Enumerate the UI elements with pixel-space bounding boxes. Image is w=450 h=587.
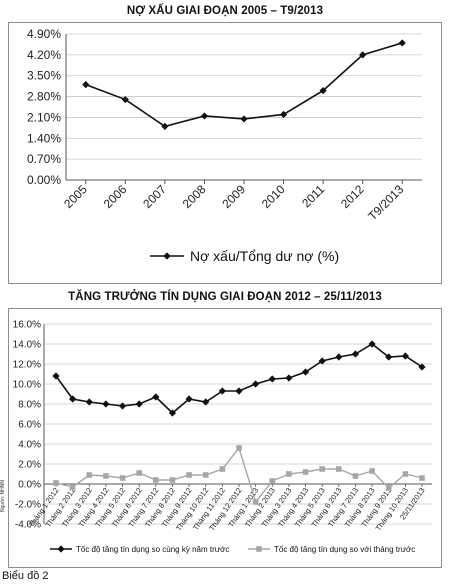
chart2-series-2-point (136, 470, 142, 476)
chart1-data-point (319, 87, 327, 95)
chart1-data-point (359, 51, 367, 59)
chart2-y-tick-label: 2.0% (18, 460, 41, 471)
chart2-series-1-point (218, 387, 226, 395)
figure-caption: Biểu đồ 2 (2, 570, 49, 582)
chart2-legend-label-2: Tốc độ tăng tín dụng so với tháng trước (274, 545, 415, 554)
chart1-data-point (200, 112, 209, 120)
chart2-y-tick-label: 0.0% (18, 480, 41, 491)
chart2-series-1-point (52, 372, 60, 380)
chart2-series-1-point (301, 368, 310, 376)
chart2-series-1-point (318, 357, 326, 365)
chart2-series-1-point (85, 398, 93, 406)
chart1-y-tick-label: 1.40% (27, 131, 61, 145)
chart2-series-1-point (268, 375, 276, 383)
chart2-legend-label-1: Tốc độ tăng tín dụng so cùng kỳ năm trướ… (76, 545, 229, 554)
chart1-data-point (161, 122, 169, 130)
chart2-series-1-point (118, 402, 127, 410)
chart2-series-2-point (202, 472, 209, 478)
chart2-series-2-point (286, 471, 292, 477)
chart2-series-2-point (69, 484, 76, 490)
chart2-series-2-point (103, 473, 109, 479)
chart2-series-2-point (302, 469, 309, 475)
chart2-y-tick-label: -2.0% (15, 500, 41, 511)
chart2-series-1-point (418, 363, 426, 371)
chart1-data-point (121, 95, 129, 104)
chart1-y-tick-label: 4.90% (27, 27, 61, 41)
chart2-series-1-point (185, 395, 193, 403)
chart2-y-tick-label: 8.0% (18, 400, 41, 411)
chart2-series-2-point (419, 475, 425, 481)
chart2-panel (8, 308, 442, 568)
chart1-panel (8, 22, 442, 284)
chart1-data-point (82, 81, 90, 89)
chart2-series-2-point (252, 499, 259, 505)
chart2-series-1-point (69, 395, 77, 403)
chart1-data-point (279, 110, 288, 119)
chart1-y-tick-label: 2.80% (27, 90, 61, 104)
chart2-series-2-point (385, 485, 392, 491)
chart2-series-2-point (219, 466, 226, 472)
chart2-y-tick-label: 12.0% (13, 360, 41, 371)
chart2-series-2-point (402, 471, 409, 477)
chart2-series-1-point (102, 400, 110, 408)
chart2-series-1-point (351, 350, 360, 358)
chart2-series-1-point (401, 352, 409, 360)
chart2-series-1-point (168, 409, 177, 417)
chart1-y-tick-label: 2.10% (27, 110, 61, 124)
chart2-y-tick-label: 6.0% (18, 420, 41, 431)
chart2-series-1-point (335, 353, 343, 361)
chart1-y-tick-label: 3.50% (27, 69, 61, 83)
chart2-series-2-point (369, 468, 375, 474)
chart1-data-point (398, 39, 406, 47)
chart2-series-2-point (352, 473, 359, 479)
chart2-series-1-point (235, 387, 243, 395)
chart2-series-2-point (319, 466, 325, 472)
chart2-series-1-point (368, 340, 376, 348)
chart1-legend-marker (163, 252, 171, 260)
chart1-title: NỢ XẤU GIAI ĐOẠN 2005 – T9/2013 (126, 5, 324, 17)
chart2-series-2-point (153, 477, 159, 483)
chart2-series-2-point (53, 480, 59, 486)
source-note: Nguồn: NHNN (0, 480, 6, 512)
chart2-y-tick-label: 10.0% (13, 380, 41, 391)
chart2-series-2-point (236, 445, 242, 451)
chart2-legend-marker-1 (57, 545, 65, 553)
chart2-y-tick-label: 14.0% (13, 340, 41, 351)
chart2-y-tick-label: 16.0% (13, 320, 41, 331)
chart2-series-1-point (152, 393, 160, 401)
chart2-series-2-point (186, 472, 192, 478)
chart2-series-2-point (169, 477, 176, 483)
chart2-series-1-point (285, 374, 293, 382)
chart1-y-tick-label: 0.00% (27, 173, 61, 187)
chart1-y-tick-label: 0.70% (27, 152, 61, 166)
chart2-series-2-point (336, 466, 342, 472)
chart2-y-tick-label: 4.0% (18, 440, 41, 451)
chart1-legend-label: Nợ xấu/Tổng dư nợ (%) (190, 248, 339, 264)
chart2-series-2-point (119, 475, 126, 481)
chart2-series-1-point (385, 353, 393, 361)
chart2-series-2-point (86, 472, 93, 478)
chart2-series-1-line (55, 343, 423, 415)
chart2-legend-marker-2 (256, 546, 262, 552)
chart2-series-2-point (269, 478, 276, 484)
chart2-series-1-point (135, 400, 143, 408)
chart1-svg: 0.00% 0.70% 1.40% 2.10% 2.80% 3.50% 4.20% 4.90%… (27, 27, 422, 264)
chart2-series-1-point (252, 380, 260, 388)
chart2-y-tick-label: -4.0% (15, 520, 41, 531)
chart1-data-point (240, 115, 248, 123)
chart1-y-tick-label: 4.20% (27, 48, 61, 62)
chart2-title: TĂNG TRƯỞNG TÍN DỤNG GIAI ĐOẠN 2012 – 25… (68, 291, 382, 303)
chart2-series-1-point (202, 398, 210, 406)
